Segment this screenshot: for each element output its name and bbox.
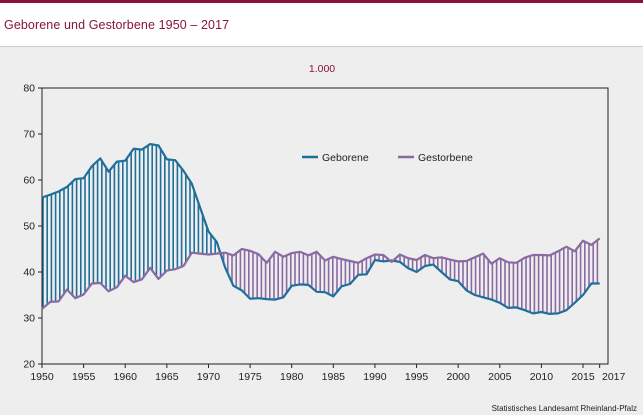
x-tick-label: 1980 xyxy=(280,371,304,383)
x-tick-label: 1990 xyxy=(363,371,387,383)
difference-hatching xyxy=(42,144,599,314)
x-tick-label: 1970 xyxy=(197,371,221,383)
x-tick-label: 2015 xyxy=(571,371,595,383)
legend-label-geborene: Geborene xyxy=(322,152,369,164)
x-tick-label: 1995 xyxy=(405,371,429,383)
y-axis: 20 30 40 50 60 70 80 xyxy=(23,83,42,371)
y-tick-label: 70 xyxy=(23,129,35,141)
legend-label-gestorbene: Gestorbene xyxy=(418,152,473,164)
x-tick-label: 1975 xyxy=(238,371,262,383)
title-separator xyxy=(0,46,643,47)
x-tick-label: 2005 xyxy=(488,371,512,383)
x-tick-label: 1985 xyxy=(322,371,346,383)
x-tick-label: 2000 xyxy=(446,371,470,383)
unit-label: 1.000 xyxy=(309,63,335,75)
top-accent-bar xyxy=(0,0,643,3)
y-tick-label: 50 xyxy=(23,221,35,233)
x-tick-label: 2010 xyxy=(530,371,554,383)
y-tick-label: 40 xyxy=(23,267,35,279)
x-tick-label: 1950 xyxy=(30,371,54,383)
x-tick-label: 1955 xyxy=(72,371,96,383)
chart-panel xyxy=(0,47,643,415)
legend: Geborene Gestorbene xyxy=(302,152,473,164)
x-tick-label: 1960 xyxy=(114,371,138,383)
chart-title: Geborene und Gestorbene 1950 – 2017 xyxy=(4,18,230,32)
x-tick-label: 1965 xyxy=(155,371,179,383)
y-tick-label: 20 xyxy=(23,359,35,371)
y-tick-label: 60 xyxy=(23,175,35,187)
y-tick-label: 30 xyxy=(23,313,35,325)
source-note: Statistisches Landesamt Rheinland-Pfalz xyxy=(492,404,637,413)
series-line-geborene xyxy=(41,143,600,315)
y-tick-label: 80 xyxy=(23,83,35,95)
x-axis: 1950 1955 1960 1965 1970 1975 1980 1985 1990 1995… xyxy=(30,364,626,383)
series-line-gestorbene xyxy=(41,237,601,310)
x-tick-label: 2017 xyxy=(602,371,626,383)
